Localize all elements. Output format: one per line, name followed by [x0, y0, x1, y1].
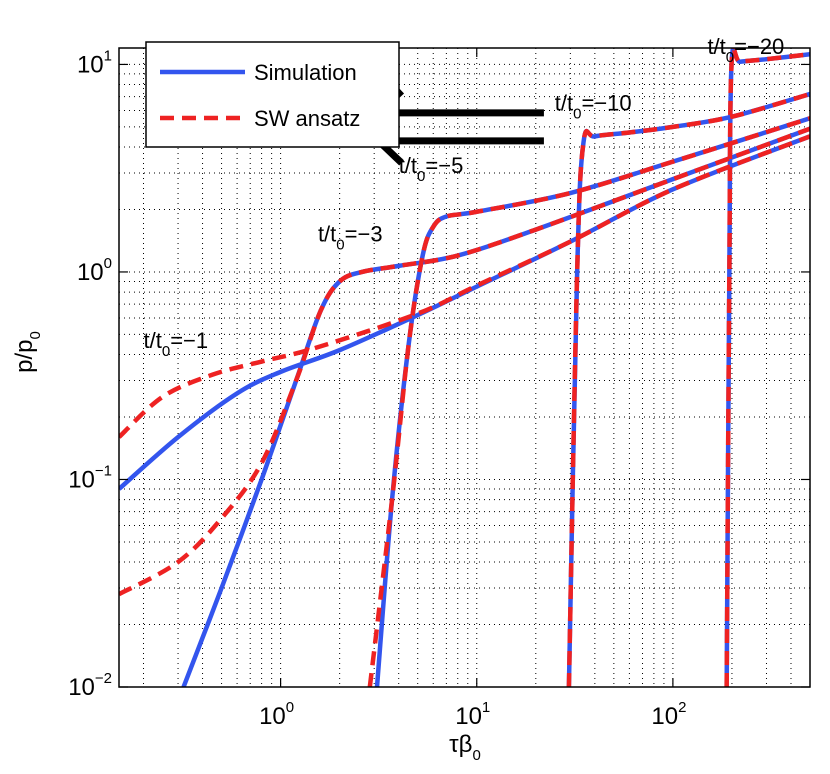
y-tick-label: 101 — [77, 47, 112, 78]
x-tick-label: 101 — [455, 699, 490, 730]
axis-ticks: 100 101 102 10−2 10−1 100 101 — [68, 47, 810, 730]
sw-ansatz-curve — [119, 126, 810, 597]
legend: Simulation SW ansatz — [145, 41, 400, 148]
curve-annotation-t5: t/t0=−5 — [399, 153, 464, 185]
x-tick-label: 102 — [651, 699, 686, 730]
curve-annotation-t20: t/t0=−20 — [707, 34, 784, 66]
y-tick-label: 10−1 — [68, 462, 112, 493]
sw-ansatz-curve — [119, 134, 810, 439]
y-axis-label: p/p0 — [11, 331, 44, 373]
y-tick-label: 100 — [77, 255, 112, 286]
sw-ansatz-curve — [724, 48, 810, 687]
plot-frame — [118, 47, 811, 688]
legend-sw-ansatz-label: SW ansatz — [254, 106, 360, 131]
legend-simulation-label: Simulation — [254, 60, 357, 85]
sw-ansatz-curve — [367, 116, 810, 687]
x-axis-label: τβ0 — [449, 731, 481, 764]
simulation-curve — [119, 134, 810, 491]
x-tick-label: 100 — [259, 699, 294, 730]
y-tick-label: 10−2 — [68, 670, 112, 701]
simulation-curve — [181, 126, 810, 687]
curve-annotation-t1: t/t0=−1 — [144, 328, 209, 360]
annotations: t/t0=−1 t/t0=−3 t/t0=−5 t/t0=−10 t/t0=−20 — [144, 34, 785, 360]
curve-annotation-t3: t/t0=−3 — [318, 222, 383, 254]
series-group — [119, 48, 810, 687]
curve-annotation-t10: t/t0=−10 — [555, 90, 632, 122]
legend-box — [145, 41, 400, 148]
sw-ansatz-curve — [566, 91, 810, 687]
